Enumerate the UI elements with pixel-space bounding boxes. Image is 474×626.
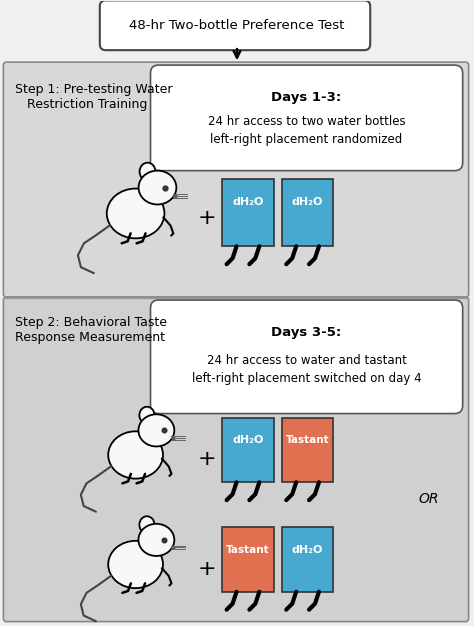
Ellipse shape xyxy=(108,541,163,588)
FancyBboxPatch shape xyxy=(3,297,469,622)
FancyBboxPatch shape xyxy=(222,178,274,246)
Text: Step 1: Pre-testing Water
   Restriction Training: Step 1: Pre-testing Water Restriction Tr… xyxy=(15,83,173,111)
Ellipse shape xyxy=(138,414,174,446)
Text: 48-hr Two-bottle Preference Test: 48-hr Two-bottle Preference Test xyxy=(129,19,345,32)
FancyBboxPatch shape xyxy=(151,300,463,414)
Text: dH₂O: dH₂O xyxy=(292,197,323,207)
FancyBboxPatch shape xyxy=(282,527,333,592)
Text: Days 3-5:: Days 3-5: xyxy=(272,326,342,339)
Text: Step 2: Behavioral Taste
Response Measurement: Step 2: Behavioral Taste Response Measur… xyxy=(15,316,167,344)
Text: dH₂O: dH₂O xyxy=(232,197,264,207)
Text: 24 hr access to two water bottles
left-right placement randomized: 24 hr access to two water bottles left-r… xyxy=(208,115,405,146)
Ellipse shape xyxy=(138,171,176,205)
FancyBboxPatch shape xyxy=(282,178,333,246)
Text: +: + xyxy=(198,449,217,470)
Text: OR: OR xyxy=(419,492,439,506)
Ellipse shape xyxy=(139,407,155,424)
Text: 24 hr access to water and tastant
left-right placement switched on day 4: 24 hr access to water and tastant left-r… xyxy=(192,354,421,385)
Text: dH₂O: dH₂O xyxy=(232,435,264,445)
FancyBboxPatch shape xyxy=(3,62,469,297)
Ellipse shape xyxy=(139,163,155,180)
Text: dH₂O: dH₂O xyxy=(292,545,323,555)
Text: Tastant: Tastant xyxy=(226,545,270,555)
Ellipse shape xyxy=(138,524,174,556)
Text: Tastant: Tastant xyxy=(286,435,329,445)
Text: +: + xyxy=(198,559,217,579)
FancyBboxPatch shape xyxy=(151,65,463,171)
FancyBboxPatch shape xyxy=(222,527,274,592)
Ellipse shape xyxy=(107,188,164,239)
Text: Days 1-3:: Days 1-3: xyxy=(272,91,342,105)
Ellipse shape xyxy=(139,516,155,533)
FancyBboxPatch shape xyxy=(282,418,333,482)
FancyBboxPatch shape xyxy=(222,418,274,482)
Text: +: + xyxy=(198,208,217,228)
Ellipse shape xyxy=(108,431,163,479)
FancyBboxPatch shape xyxy=(100,1,370,50)
